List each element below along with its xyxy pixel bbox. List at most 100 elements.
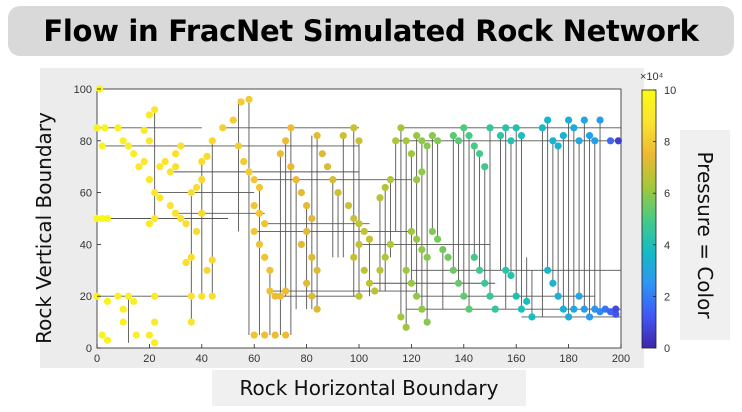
pressure-node (481, 279, 489, 287)
y-tick-label: 20 (80, 291, 92, 303)
pressure-node (313, 266, 321, 274)
y-tick-label: 80 (80, 136, 92, 148)
pressure-node (219, 124, 227, 132)
pressure-node (386, 176, 395, 184)
pressure-node (208, 256, 216, 264)
x-tick-label: 20 (143, 353, 155, 365)
pressure-node (192, 227, 201, 236)
pressure-node (580, 305, 588, 313)
pressure-node (475, 266, 484, 274)
pressure-node (282, 331, 290, 339)
pressure-node (177, 142, 185, 150)
pressure-node (114, 124, 122, 132)
pressure-node (570, 124, 578, 132)
pressure-node (428, 132, 436, 140)
pressure-node (481, 163, 489, 171)
pressure-node (413, 235, 421, 243)
pressure-node (276, 292, 284, 300)
pressure-node (512, 292, 520, 300)
pressure-node (292, 176, 300, 184)
pressure-node (418, 245, 426, 254)
pressure-node (407, 279, 415, 287)
pressure-node (187, 318, 195, 326)
pressure-node (313, 132, 321, 140)
x-axis-ticks: 0 20 40 60 80 100 120 140 160 180 200 (94, 344, 630, 365)
pressure-node (140, 126, 148, 135)
pressure-node (103, 336, 112, 344)
colorbar-tick-label: 6 (664, 188, 670, 200)
pressure-node (507, 271, 515, 280)
pressure-node (287, 124, 295, 132)
pressure-node (135, 163, 143, 171)
pressure-node (192, 183, 201, 192)
pressure-node (559, 132, 567, 140)
colorbar-tick-label: 10 (664, 85, 676, 97)
pressure-node (350, 124, 358, 132)
pressure-node (198, 157, 206, 166)
pressure-node (318, 150, 326, 158)
pressure-node (130, 297, 138, 305)
pressure-node (360, 227, 368, 236)
pressure-node (585, 132, 594, 140)
pressure-node (418, 168, 426, 176)
pressure-node (132, 331, 140, 339)
pressure-node (208, 137, 216, 145)
pressure-node (282, 137, 290, 145)
pressure-node (365, 235, 374, 243)
pressure-node (544, 266, 552, 274)
y-tick-label: 40 (80, 239, 92, 251)
pressure-node (470, 142, 478, 150)
title-banner: Flow in FracNet Simulated Rock Network (8, 6, 734, 56)
pressure-node (544, 116, 552, 124)
pressure-node (407, 227, 415, 236)
pressure-node (308, 214, 316, 223)
pressure-node (250, 201, 258, 210)
pressure-node (234, 142, 243, 150)
pressure-node (465, 305, 473, 313)
pressure-node (145, 331, 153, 339)
pressure-node (570, 305, 578, 313)
pressure-node (151, 189, 159, 197)
pressure-node (119, 137, 127, 145)
x-tick-label: 40 (196, 353, 208, 365)
pressure-node (344, 201, 353, 210)
pressure-node (101, 124, 109, 132)
pressure-node (172, 209, 180, 217)
pressure-node (250, 176, 258, 184)
pressure-node (297, 240, 305, 248)
pressure-node (93, 214, 101, 223)
pressure-node (486, 124, 494, 132)
pressure-node (517, 132, 526, 140)
pressure-node (423, 253, 431, 261)
pressure-node (198, 209, 206, 217)
pressure-node (439, 245, 447, 254)
x-tick-label: 100 (350, 353, 368, 365)
pressure-node (465, 132, 473, 140)
y-tick-label: 0 (86, 343, 92, 355)
pressure-node (549, 279, 557, 287)
pressure-node (182, 220, 190, 228)
pressure-node (392, 137, 400, 145)
pressure-node (434, 137, 442, 145)
pressure-node (276, 150, 284, 158)
pressure-node (612, 310, 620, 318)
pressure-node (418, 305, 426, 313)
pressure-node (486, 292, 494, 300)
pressure-node (145, 111, 153, 119)
pressure-node (402, 266, 410, 274)
pressure-node (182, 258, 190, 267)
pressure-node (365, 279, 374, 287)
pressure-node (103, 214, 112, 223)
pressure-node (323, 163, 332, 171)
pressure-node (303, 227, 311, 236)
pressure-node (308, 253, 316, 261)
pressure-node (575, 137, 583, 145)
pressure-node (350, 253, 358, 261)
x-axis-label-box: Rock Horizontal Boundary (212, 370, 526, 406)
pressure-node (355, 137, 363, 145)
y-axis-label: Rock Vertical Boundary (32, 112, 56, 344)
pressure-node (151, 292, 159, 300)
pressure-node (460, 124, 468, 132)
pressure-node (402, 137, 410, 145)
colorbar-label: Pressure = Color (693, 151, 717, 319)
